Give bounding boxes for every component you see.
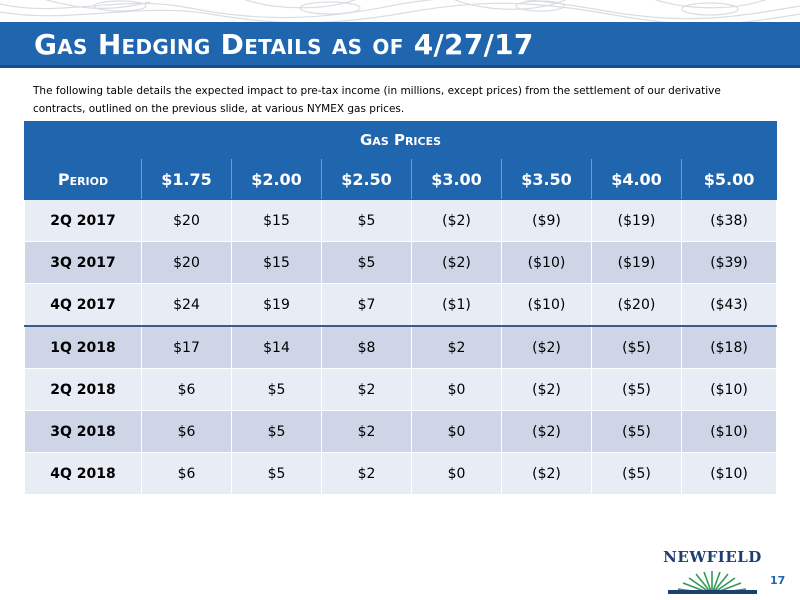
sunburst-icon [668,571,757,594]
value-cell: $5 [231,368,322,411]
logo-wordmark: NEWFIELD [663,548,762,566]
table-row: 4Q 2017 $24 $19 $7 ($1) ($10) ($20) ($43… [24,283,778,327]
value-cell: $15 [231,199,322,242]
value-cell: ($1) [411,283,502,327]
intro-text: The following table details the expected… [33,85,721,115]
value-cell: $5 [231,452,322,495]
value-cell: $6 [141,410,232,453]
value-cell: $5 [321,199,412,242]
table-row: 4Q 2018 $6 $5 $2 $0 ($2) ($5) ($10) [24,452,778,495]
value-cell: ($18) [680,325,778,369]
value-cell: $0 [411,410,502,453]
value-cell: ($5) [591,325,682,369]
value-cell: $5 [321,241,412,284]
value-cell: ($10) [501,283,592,327]
value-cell: ($10) [680,452,778,495]
page-number: 17 [770,574,786,587]
period-cell: 4Q 2017 [24,283,142,327]
value-cell: ($43) [680,283,778,327]
value-cell: $2 [321,368,412,411]
value-cell: ($38) [680,199,778,242]
value-cell: ($5) [591,410,682,453]
column-header-period: Period [24,158,142,200]
hedging-table-container: Gas Prices Period $1.75 $2.00 $2.50 $3.0… [23,121,778,495]
value-cell: $0 [411,368,502,411]
period-cell: 3Q 2018 [24,410,142,453]
column-header-price: $2.50 [321,158,412,200]
hedging-table: Gas Prices Period $1.75 $2.00 $2.50 $3.0… [23,121,778,495]
value-cell: $2 [411,325,502,369]
period-cell: 2Q 2017 [24,199,142,242]
table-row: 2Q 2017 $20 $15 $5 ($2) ($9) ($19) ($38) [24,199,778,242]
column-header-price: $3.00 [411,158,502,200]
value-cell: ($10) [501,241,592,284]
column-header-price: $4.00 [591,158,682,200]
value-cell: ($2) [411,241,502,284]
newfield-logo: NEWFIELD [660,548,765,594]
value-cell: ($5) [591,368,682,411]
value-cell: ($9) [501,199,592,242]
value-cell: $19 [231,283,322,327]
period-cell: 2Q 2018 [24,368,142,411]
value-cell: $7 [321,283,412,327]
period-cell: 1Q 2018 [24,325,142,369]
page-title: Gas Hedging Details as of 4/27/17 [34,28,534,61]
value-cell: ($39) [680,241,778,284]
value-cell: $5 [231,410,322,453]
value-cell: ($2) [501,410,592,453]
table-row: 3Q 2018 $6 $5 $2 $0 ($2) ($5) ($10) [24,410,778,453]
value-cell: $2 [321,410,412,453]
value-cell: $17 [141,325,232,369]
table-row: 2Q 2018 $6 $5 $2 $0 ($2) ($5) ($10) [24,368,778,411]
value-cell: $24 [141,283,232,327]
value-cell: ($19) [591,199,682,242]
column-header-price: $1.75 [141,158,232,200]
column-header-price: $2.00 [231,158,322,200]
period-cell: 4Q 2018 [24,452,142,495]
value-cell: $20 [141,241,232,284]
value-cell: $6 [141,368,232,411]
value-cell: $20 [141,199,232,242]
value-cell: ($5) [591,452,682,495]
value-cell: ($2) [411,199,502,242]
period-cell: 3Q 2017 [24,241,142,284]
value-cell: $8 [321,325,412,369]
column-header-price: $3.50 [501,158,592,200]
value-cell: $15 [231,241,322,284]
value-cell: ($20) [591,283,682,327]
title-bar: Gas Hedging Details as of 4/27/17 [0,22,800,68]
table-row: 1Q 2018 $17 $14 $8 $2 ($2) ($5) ($18) [24,325,778,369]
value-cell: $6 [141,452,232,495]
value-cell: $14 [231,325,322,369]
value-cell: $0 [411,452,502,495]
value-cell: ($2) [501,325,592,369]
value-cell: ($2) [501,452,592,495]
value-cell: ($19) [591,241,682,284]
value-cell: ($2) [501,368,592,411]
column-header-row: Period $1.75 $2.00 $2.50 $3.00 $3.50 $4.… [24,158,778,200]
value-cell: $2 [321,452,412,495]
gas-prices-header: Gas Prices [23,121,778,159]
topographic-background [0,0,800,22]
column-header-price: $5.00 [680,158,778,200]
value-cell: ($10) [680,410,778,453]
table-row: 3Q 2017 $20 $15 $5 ($2) ($10) ($19) ($39… [24,241,778,284]
value-cell: ($10) [680,368,778,411]
